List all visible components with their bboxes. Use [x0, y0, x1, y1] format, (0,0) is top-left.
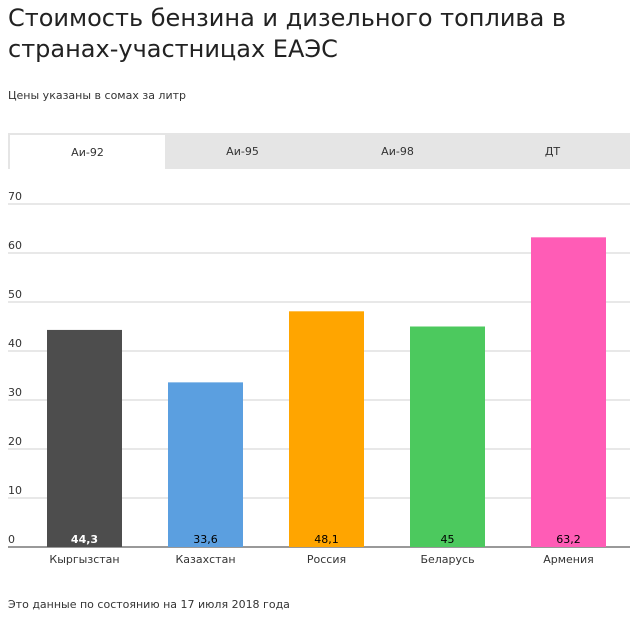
x-category-label: Казахстан [175, 553, 235, 566]
y-tick-label: 50 [8, 288, 22, 301]
chart-subtitle: Цены указаны в сомах за литр [8, 89, 186, 102]
footnote: Это данные по состоянию на 17 июля 2018 … [8, 598, 290, 611]
bar-value-label: 44,3 [71, 533, 98, 546]
x-category-label: Беларусь [420, 553, 474, 566]
y-tick-label: 0 [8, 533, 15, 546]
bar [168, 382, 243, 547]
y-tick-label: 20 [8, 435, 22, 448]
tab-ai-98[interactable]: Аи-98 [381, 144, 414, 158]
bar [410, 326, 485, 547]
tab-ai-92[interactable]: Аи-92 [8, 133, 165, 169]
bar [47, 329, 122, 547]
fuel-type-tabs: Аи-92 Аи-95 Аи-98 ДТ [8, 133, 630, 169]
x-category-label: Армения [543, 553, 594, 566]
bar-value-label: 45 [441, 533, 455, 546]
y-tick-label: 10 [8, 484, 22, 497]
bar [531, 237, 606, 547]
x-category-label: Кыргызстан [49, 553, 119, 566]
bar-chart: 0 10 20 30 40 50 60 70 44,3 Кыргызстан 33,6 Казахст… [8, 190, 630, 566]
x-category-label: Россия [307, 553, 346, 566]
y-tick-label: 70 [8, 190, 22, 203]
y-tick-label: 30 [8, 386, 22, 399]
y-tick-label: 40 [8, 337, 22, 350]
tab-dt[interactable]: ДТ [544, 144, 561, 158]
bar [289, 311, 364, 547]
chart-title: Стоимость бензина и дизельного топлива в… [8, 4, 567, 63]
bar-value-label: 63,2 [556, 533, 581, 546]
y-tick-label: 60 [8, 239, 22, 252]
bar-value-label: 33,6 [193, 533, 218, 546]
bar-value-label: 48,1 [314, 533, 339, 546]
tab-ai-95[interactable]: Аи-95 [226, 144, 259, 158]
